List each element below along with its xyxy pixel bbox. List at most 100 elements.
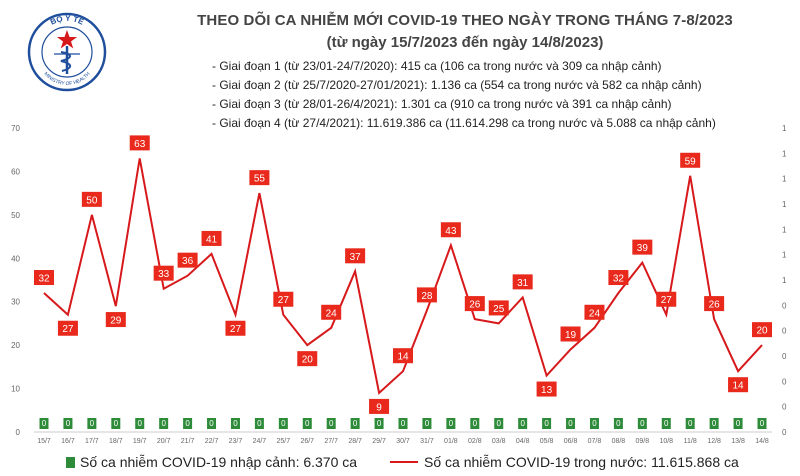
phase-3-summary: - Giai đoạn 3 (từ 28/01-26/4/2021): 1.30… [212,97,672,111]
data-label-text: 33 [158,269,170,280]
legend-item-domestic: Số ca nhiễm COVID-19 trong nước: 11.615.… [390,454,739,470]
y-tick-label-right: 1 [782,149,787,158]
y-tick-label-right: 0 [782,327,787,336]
x-tick-label: 23/7 [229,438,243,445]
data-label-box [752,322,772,338]
data-label: 32 [34,270,54,286]
data-label-text: 27 [230,324,242,335]
x-tick-label: 28/7 [348,438,362,445]
imported-bar [518,418,528,429]
y-tick-label-right: 1 [782,124,787,133]
phase-summary-list: - Giai đoạn 1 (từ 23/01-24/7/2020): 415 … [212,57,716,133]
x-tick-label: 15/7 [37,438,51,445]
imported-bar-label: 0 [329,419,334,428]
data-label: 26 [704,296,725,312]
data-label-box [153,265,174,281]
imported-bar [566,418,576,429]
data-label: 32 [608,270,629,286]
imported-bar-label: 0 [664,419,669,428]
imported-bar-label: 0 [305,419,310,428]
data-label-box [177,252,198,268]
data-label-text: 25 [493,304,505,315]
x-tick-label: 20/7 [157,438,171,445]
data-label: 43 [440,222,461,238]
imported-bar [398,418,408,429]
y-tick-label-right: 0 [782,403,787,412]
imported-bar-label: 0 [233,419,238,428]
data-label: 20 [752,322,772,338]
data-label-box [656,291,677,307]
imported-bar-label: 0 [185,419,190,428]
x-tick-label: 21/7 [181,438,195,445]
x-tick-label: 12/8 [707,438,721,445]
data-label-text: 50 [86,195,98,206]
data-label-text: 32 [38,274,50,285]
data-label-text: 24 [589,308,601,319]
imported-bar-label: 0 [209,419,214,428]
imported-bar-label: 0 [473,419,478,428]
data-label-box [57,320,78,336]
data-labels: 32 27 50 29 63 33 36 41 27 55 27 20 24 37 9 14 28 43 26 25 3… [34,135,772,414]
data-label: 9 [369,398,390,414]
x-tick-label: 29/7 [372,438,386,445]
data-label-box [680,152,701,168]
data-label-box [416,287,437,303]
imported-bar-label: 0 [688,419,693,428]
data-label-text: 20 [756,326,768,337]
imported-bar [159,418,169,429]
imported-bar [637,418,647,429]
imported-bar [709,418,719,429]
imported-bar [63,418,73,429]
imported-bar [230,418,240,429]
data-label: 25 [488,300,509,316]
imported-bar [183,418,193,429]
data-label: 14 [728,377,749,393]
data-label-box [536,381,557,397]
data-label-text: 31 [517,278,529,289]
y-tick-label-right: 0 [782,377,787,386]
imported-bar-label: 0 [736,419,741,428]
data-label: 39 [632,239,653,255]
data-label-box [608,270,629,286]
y-tick-label-left: 20 [11,341,20,350]
imported-bar [733,418,743,429]
x-tick-label: 10/8 [659,438,673,445]
x-tick-label: 19/7 [133,438,147,445]
data-label: 27 [656,291,677,307]
imported-bar-label: 0 [138,419,143,428]
data-label: 26 [464,296,485,312]
svg-text:BỘ Y TẾ: BỘ Y TẾ [49,14,86,27]
x-tick-label: 30/7 [396,438,410,445]
data-label: 55 [249,170,270,186]
data-label-text: 43 [445,226,457,237]
imported-bar [589,418,599,429]
y-tick-label-left: 50 [11,211,20,220]
phase-2-summary: - Giai đoạn 2 (từ 25/7/2020-27/01/2021):… [212,78,702,92]
imported-bar [278,418,288,429]
data-label-text: 24 [326,308,338,319]
x-tick-label: 08/8 [612,438,626,445]
imported-bar [685,418,695,429]
x-tick-label: 31/7 [420,438,434,445]
data-label-box [704,296,725,312]
data-label: 28 [416,287,437,303]
data-label-box [584,304,605,320]
imported-bar-label: 0 [90,419,95,428]
data-label: 14 [393,348,413,364]
data-label: 27 [273,291,294,307]
imported-bar [757,418,767,429]
y-tick-label-right: 1 [782,276,787,285]
data-label: 50 [81,191,102,207]
data-label-box [369,398,390,414]
imported-bar [39,418,49,429]
imported-bar-label: 0 [640,419,645,428]
data-label-text: 36 [182,256,194,267]
data-label-box [273,291,294,307]
imported-bar [350,418,360,429]
x-tick-label: 14/8 [755,438,769,445]
y-tick-label-right: 0 [782,428,787,437]
imported-bar [374,418,384,429]
imported-bar-label: 0 [114,419,119,428]
data-label: 19 [560,326,581,342]
